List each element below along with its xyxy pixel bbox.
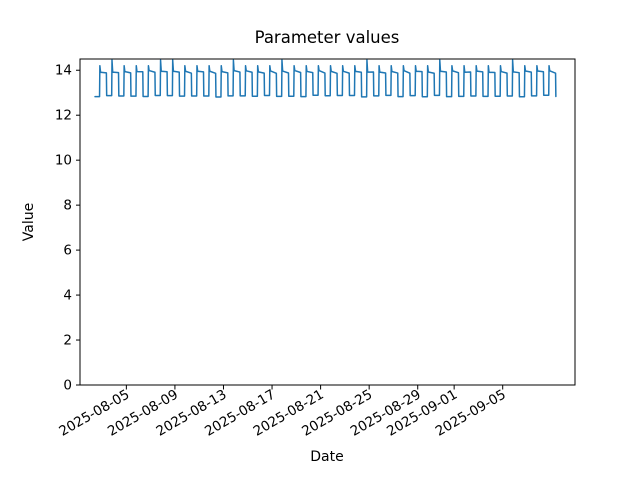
y-tick-label: 0 (63, 378, 72, 394)
y-tick-label: 8 (63, 198, 72, 214)
y-axis-ticks: 0 2 4 6 8 10 12 14 (55, 63, 80, 394)
y-tick-label: 2 (63, 333, 72, 349)
y-axis-label: Value (21, 203, 37, 241)
y-tick-label: 4 (63, 288, 72, 304)
x-axis-ticks: 2025-08-052025-08-092025-08-132025-08-17… (56, 385, 509, 440)
y-tick-label: 14 (55, 63, 72, 79)
chart-title: Parameter values (255, 28, 400, 47)
plot-area-spines (79, 58, 576, 386)
data-series (94, 59, 557, 98)
x-axis-label: Date (310, 449, 343, 465)
y-tick-label: 10 (55, 153, 72, 169)
y-tick-label: 6 (63, 243, 72, 259)
y-tick-label: 12 (55, 108, 72, 124)
parameter-line (94, 59, 557, 98)
